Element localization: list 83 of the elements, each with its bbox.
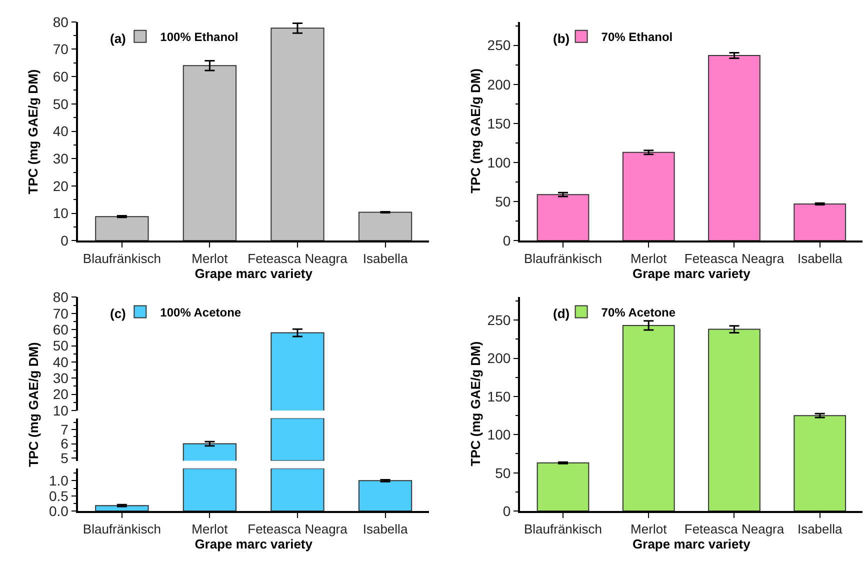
y-tick-label: 250 — [487, 312, 511, 328]
bar — [794, 415, 846, 512]
y-axis-title: TPC (mg GAE/g DM) — [26, 342, 41, 468]
y-tick-label: 250 — [487, 37, 511, 54]
y-tick-label: 30 — [52, 370, 69, 386]
bar — [358, 480, 412, 512]
y-tick-label: 0.0 — [49, 502, 69, 519]
y-tick-label: 10 — [52, 402, 69, 418]
x-tick-label: Blaufränkisch — [82, 521, 161, 536]
x-tick-label: Feteasca Neagra — [248, 521, 348, 536]
bar — [794, 203, 846, 241]
y-tick-label: 40 — [52, 354, 69, 370]
y-tick-label: 7 — [60, 422, 69, 438]
bar — [708, 54, 760, 241]
y-tick-label: 200 — [487, 350, 511, 366]
bar — [270, 468, 324, 512]
x-tick-label: Merlot — [192, 521, 228, 536]
text: (d) — [553, 306, 570, 321]
y-axis-title: TPC (mg GAE/g DM) — [26, 69, 41, 194]
y-tick-label: 200 — [487, 76, 511, 92]
x-tick-label: Blaufränkisch — [524, 521, 602, 536]
bar — [270, 28, 324, 241]
y-tick-label: 60 — [52, 321, 69, 338]
x-tick-label: Feteasca Neagra — [684, 521, 785, 536]
y-tick-label: 10 — [52, 205, 69, 222]
x-tick-label: Feteasca Neagra — [248, 251, 348, 266]
y-tick-label: 150 — [487, 388, 511, 404]
y-tick-label: 70 — [52, 305, 69, 322]
text: (c) — [110, 306, 126, 321]
text: (b) — [553, 31, 570, 46]
x-tick-label: Isabella — [362, 521, 408, 536]
x-axis-title: Grape marc variety — [194, 266, 314, 282]
x-tick-label: Isabella — [362, 251, 408, 266]
bar — [358, 212, 412, 241]
y-tick-label: 50 — [495, 194, 511, 210]
bar — [536, 462, 590, 512]
x-tick-label: Isabella — [797, 251, 844, 266]
x-tick-label: Merlot — [192, 251, 228, 266]
y-axis-title: TPC (mg GAE/g DM) — [468, 68, 483, 194]
y-tick-label: 20 — [52, 178, 69, 194]
bar — [622, 152, 675, 241]
legend-label: 100% Ethanol — [160, 30, 238, 44]
y-tick-label: 40 — [52, 123, 69, 140]
y-tick-label: 70 — [52, 41, 69, 58]
legend-label: 70% Acetone — [601, 305, 676, 320]
x-tick-label: Merlot — [630, 251, 668, 266]
y-tick-label: 1.0 — [49, 472, 69, 489]
y-tick-label: 50 — [495, 464, 511, 481]
x-tick-label: Isabella — [797, 521, 844, 536]
y-tick-label: 5 — [60, 450, 69, 466]
y-tick-label: 80 — [52, 14, 69, 30]
bar — [182, 468, 237, 512]
x-axis-title: Grape marc variety — [632, 266, 752, 282]
x-axis-title: Grape marc variety — [194, 536, 314, 552]
y-tick-label: 0.5 — [49, 488, 69, 504]
y-tick-label: 0 — [60, 232, 69, 249]
y-tick-label: 20 — [52, 386, 69, 402]
y-tick-label: 0 — [502, 232, 511, 249]
bar — [536, 194, 590, 241]
x-tick-label: Feteasca Neagra — [684, 251, 785, 266]
bar — [622, 324, 675, 512]
y-tick-label: 6 — [60, 436, 69, 452]
x-tick-label: Merlot — [630, 521, 668, 536]
bar — [95, 216, 149, 241]
y-tick-label: 50 — [52, 96, 69, 112]
x-axis-title: Grape marc variety — [632, 536, 752, 552]
y-tick-label: 60 — [52, 68, 69, 84]
bar — [182, 65, 237, 241]
x-tick-label: Blaufränkisch — [524, 251, 602, 266]
y-tick-label: 30 — [52, 150, 69, 167]
y-tick-label: 100 — [487, 154, 511, 170]
x-tick-label: Blaufränkisch — [82, 251, 161, 266]
y-tick-label: 150 — [487, 115, 511, 132]
y-tick-label: 50 — [52, 338, 69, 354]
y-tick-label: 0 — [502, 502, 511, 519]
y-tick-label: 80 — [52, 289, 69, 306]
text: (a) — [110, 31, 126, 46]
bar — [708, 328, 760, 512]
bar — [95, 505, 149, 512]
y-axis-title: TPC (mg GAE/g DM) — [468, 341, 484, 466]
legend-label: 70% Ethanol — [601, 30, 673, 44]
legend-label: 100% Acetone — [160, 305, 242, 320]
y-tick-label: 100 — [487, 426, 511, 443]
